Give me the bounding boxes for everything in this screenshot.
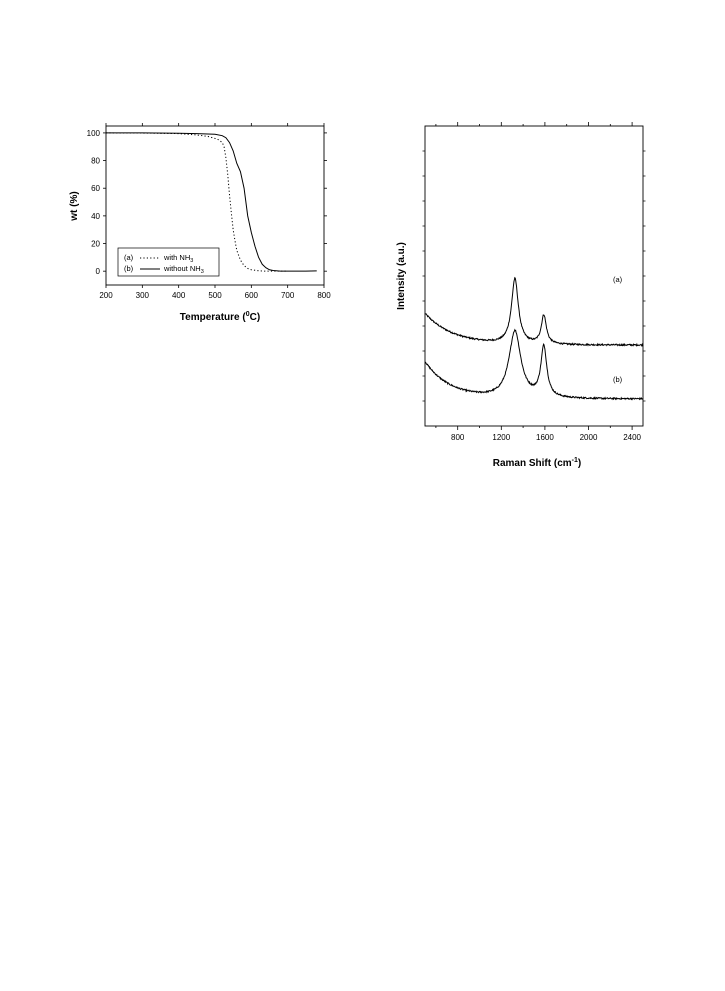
tga-legend-sub-a: 3	[190, 258, 193, 264]
tga-y-axis-label: wt (%)	[69, 191, 80, 221]
raman-y-ticks	[422, 150, 646, 402]
tga-legend-tag-b: (b)	[124, 264, 134, 273]
tga-y-tick-label: 40	[91, 212, 100, 221]
raman-x-tick-label: 800	[451, 433, 465, 442]
raman-series-a	[424, 276, 644, 347]
raman-x-tick-label: 2000	[580, 433, 598, 442]
tga-y-tick-label: 20	[91, 240, 100, 249]
tga-legend-text-b: without NH3	[163, 264, 204, 275]
tga-x-axis-label-sup: 0	[246, 311, 250, 318]
raman-series-label-a: (a)	[613, 275, 623, 284]
tga-x-tick-label: 200	[99, 291, 113, 300]
tga-legend: (a) with NH3 (b) without NH3	[117, 247, 220, 277]
tga-x-tick-label: 300	[136, 291, 150, 300]
tga-x-axis-label: Temperature (0C)	[180, 311, 260, 323]
raman-series-b	[424, 328, 644, 401]
raman-x-ticks: 800 1200 1600 2000 2400	[435, 122, 642, 442]
tga-y-tick-label: 60	[91, 184, 100, 193]
tga-x-tick-label: 500	[208, 291, 222, 300]
tga-chart: 200 300 400 500 600 700 800 0 20 40 60 80 100 Tempe…	[69, 123, 331, 323]
raman-x-tick-label: 1600	[536, 433, 554, 442]
tga-legend-sub-b: 3	[201, 269, 204, 275]
raman-chart: 800 1200 1600 2000 2400 (a) (b) Raman Shift …	[396, 122, 646, 469]
raman-x-axis-label-sup: -1	[572, 457, 578, 464]
tga-series	[105, 132, 317, 272]
tga-x-tick-label: 600	[245, 291, 259, 300]
tga-x-axis-label-end: C)	[250, 312, 261, 323]
raman-x-tick-label: 2400	[623, 433, 641, 442]
tga-x-tick-label: 800	[317, 291, 331, 300]
tga-y-tick-label: 80	[91, 157, 100, 166]
raman-x-tick-label: 1200	[492, 433, 510, 442]
raman-series-label-b: (b)	[613, 375, 623, 384]
tga-x-tick-label: 700	[281, 291, 295, 300]
tga-legend-tag-a: (a)	[124, 253, 134, 262]
raman-plot-frame	[424, 125, 644, 427]
tga-x-tick-label: 400	[172, 291, 186, 300]
tga-legend-box	[117, 247, 220, 277]
tga-y-tick-label: 100	[87, 129, 101, 138]
tga-x-ticks: 200 300 400 500 600 700 800	[99, 123, 331, 300]
raman-x-axis-label: Raman Shift (cm-1)	[493, 457, 581, 469]
tga-series-without-nh3	[106, 132, 317, 272]
tga-y-ticks: 0 20 40 60 80 100	[87, 129, 327, 276]
raman-x-axis-label-end: )	[578, 458, 581, 469]
tga-legend-text-a: with NH3	[163, 253, 193, 264]
tga-y-tick-label: 0	[96, 267, 101, 276]
raman-series	[424, 276, 644, 401]
raman-y-axis-label: Intensity (a.u.)	[396, 242, 407, 310]
